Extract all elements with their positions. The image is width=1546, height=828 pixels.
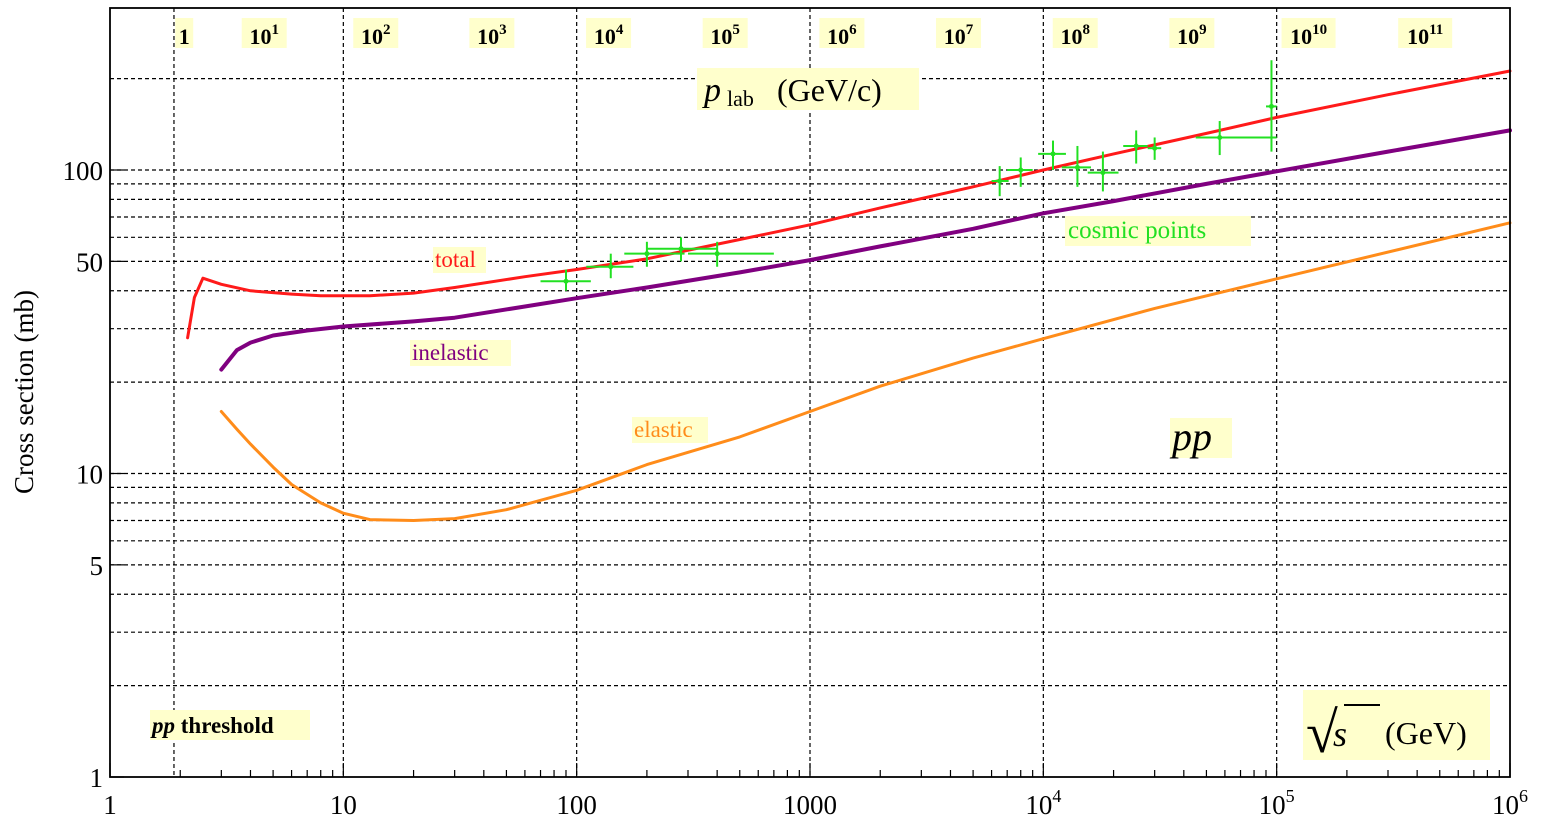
plab-tick-bg — [469, 18, 515, 48]
cosmic-point — [586, 253, 634, 279]
cosmic-point — [624, 241, 685, 267]
cosmic-marker — [563, 278, 569, 284]
svg-text:pp: pp — [1169, 414, 1212, 459]
cosmic-point — [687, 241, 774, 267]
cosmic-marker — [608, 264, 614, 270]
data-series — [186, 69, 1512, 522]
y-tick-label: 50 — [76, 247, 103, 277]
x-axis-title: √ s (GeV) — [1303, 690, 1490, 765]
plab-tick-bg — [241, 18, 287, 48]
svg-text:inelastic: inelastic — [412, 340, 489, 365]
plab-tick-label: 101 — [249, 22, 279, 49]
y-tick-label: 5 — [90, 551, 104, 581]
x-tick-label: 100 — [556, 790, 597, 820]
plab-sub: lab — [727, 86, 754, 111]
plab-tick-bg — [1169, 18, 1215, 48]
plab-tick-bg — [1052, 18, 1098, 48]
cosmic-marker — [1152, 145, 1158, 151]
plab-tick-label: 108 — [1060, 22, 1090, 49]
x-tick-label: 105 — [1259, 786, 1295, 820]
cosmic-marker — [1018, 167, 1024, 173]
x-tick-label: 1000 — [783, 790, 837, 820]
cosmic-marker — [1133, 143, 1139, 149]
cosmic-point — [540, 269, 591, 291]
plab-tick-label: 1011 — [1407, 22, 1443, 49]
plab-tick-bg — [1281, 18, 1336, 48]
plab-tick-label: 104 — [594, 22, 624, 49]
x-tick-label: 106 — [1492, 786, 1528, 820]
sqrt-symbol: √ — [1306, 700, 1338, 765]
y-tick-label: 10 — [76, 460, 103, 490]
plab-tick-label: 102 — [361, 22, 391, 49]
cosmic-marker — [678, 246, 684, 252]
plab-tick-label: 106 — [827, 22, 857, 49]
series-total — [186, 69, 1512, 340]
plab-tick-label: 105 — [710, 22, 740, 49]
plab-tick-label: 107 — [944, 22, 974, 49]
cosmic-marker — [644, 251, 650, 257]
plab-tick-bg — [353, 18, 399, 48]
cosmic-marker — [1217, 134, 1223, 140]
cosmic-marker — [1100, 170, 1106, 176]
cosmic-point — [1265, 60, 1277, 152]
x-tick-label: 104 — [1025, 786, 1061, 820]
label-pp-threshold: pp threshold — [150, 710, 310, 740]
label-total: total — [433, 247, 486, 273]
plab-tick-label: 109 — [1177, 22, 1207, 49]
cosmic-marker — [1074, 164, 1080, 170]
cosmic-point — [646, 237, 718, 262]
grid-lines — [110, 8, 1510, 777]
plab-unit: (GeV/c) — [769, 72, 882, 108]
label-elastic: elastic — [632, 417, 708, 443]
series-inelastic — [219, 128, 1512, 372]
plab-tick-label: 1 — [179, 24, 190, 49]
sqrt-unit: (GeV) — [1385, 715, 1467, 751]
plab-tick-bg — [586, 18, 632, 48]
cosmic-point — [1061, 145, 1091, 187]
y-tick-label: 100 — [63, 156, 104, 186]
cosmic-point — [1147, 137, 1162, 160]
plab-tick-label: 103 — [477, 22, 507, 49]
threshold-pp: pp — [150, 713, 175, 738]
y-axis-label: Cross section (mb) — [9, 290, 39, 494]
cosmic-point — [1123, 130, 1148, 164]
x-tick-label: 1 — [103, 790, 117, 820]
svg-text:total: total — [435, 247, 476, 272]
cosmic-point — [1087, 151, 1119, 192]
plab-axis-title: p lab (GeV/c) — [697, 68, 919, 111]
label-cosmic-points: cosmic points — [1065, 216, 1251, 246]
cosmic-point — [1195, 121, 1277, 156]
plab-tick-label: 1010 — [1290, 22, 1327, 49]
cosmic-marker — [997, 178, 1003, 184]
series-elastic — [219, 221, 1512, 522]
plab-tick-bg — [702, 18, 748, 48]
plab-tick-bg — [1398, 18, 1453, 48]
cosmic-marker — [1050, 151, 1056, 157]
cosmic-point — [1007, 157, 1033, 187]
plab-tick-bg — [936, 18, 982, 48]
cosmic-marker — [1268, 103, 1274, 109]
plab-tick-bg — [819, 18, 865, 48]
axis-ticks — [109, 169, 1511, 778]
x-tick-labels: 1 10 100 1000 104 105 106 — [103, 786, 1528, 820]
y-tick-labels: 1 5 10 50 100 — [63, 156, 104, 793]
cosmic-points-layer — [540, 60, 1277, 291]
cosmic-marker — [714, 251, 720, 257]
sqrt-var: s — [1333, 714, 1347, 754]
threshold-text: threshold — [175, 713, 274, 738]
x-tick-label: 10 — [330, 790, 357, 820]
svg-text:elastic: elastic — [634, 417, 693, 442]
label-pp: pp — [1169, 414, 1232, 459]
svg-text:pp threshold: pp threshold — [150, 713, 274, 738]
label-inelastic: inelastic — [410, 340, 511, 366]
top-axis-labels: 1 101 102 103 104 105 106 107 108 109 1010 1011 — [175, 18, 1453, 49]
plab-tick-bg — [175, 18, 194, 48]
cosmic-point — [1038, 140, 1066, 170]
svg-text:cosmic points: cosmic points — [1068, 217, 1206, 244]
cosmic-point — [991, 166, 1009, 197]
y-tick-label: 1 — [90, 763, 104, 793]
plab-p: p — [702, 72, 721, 109]
